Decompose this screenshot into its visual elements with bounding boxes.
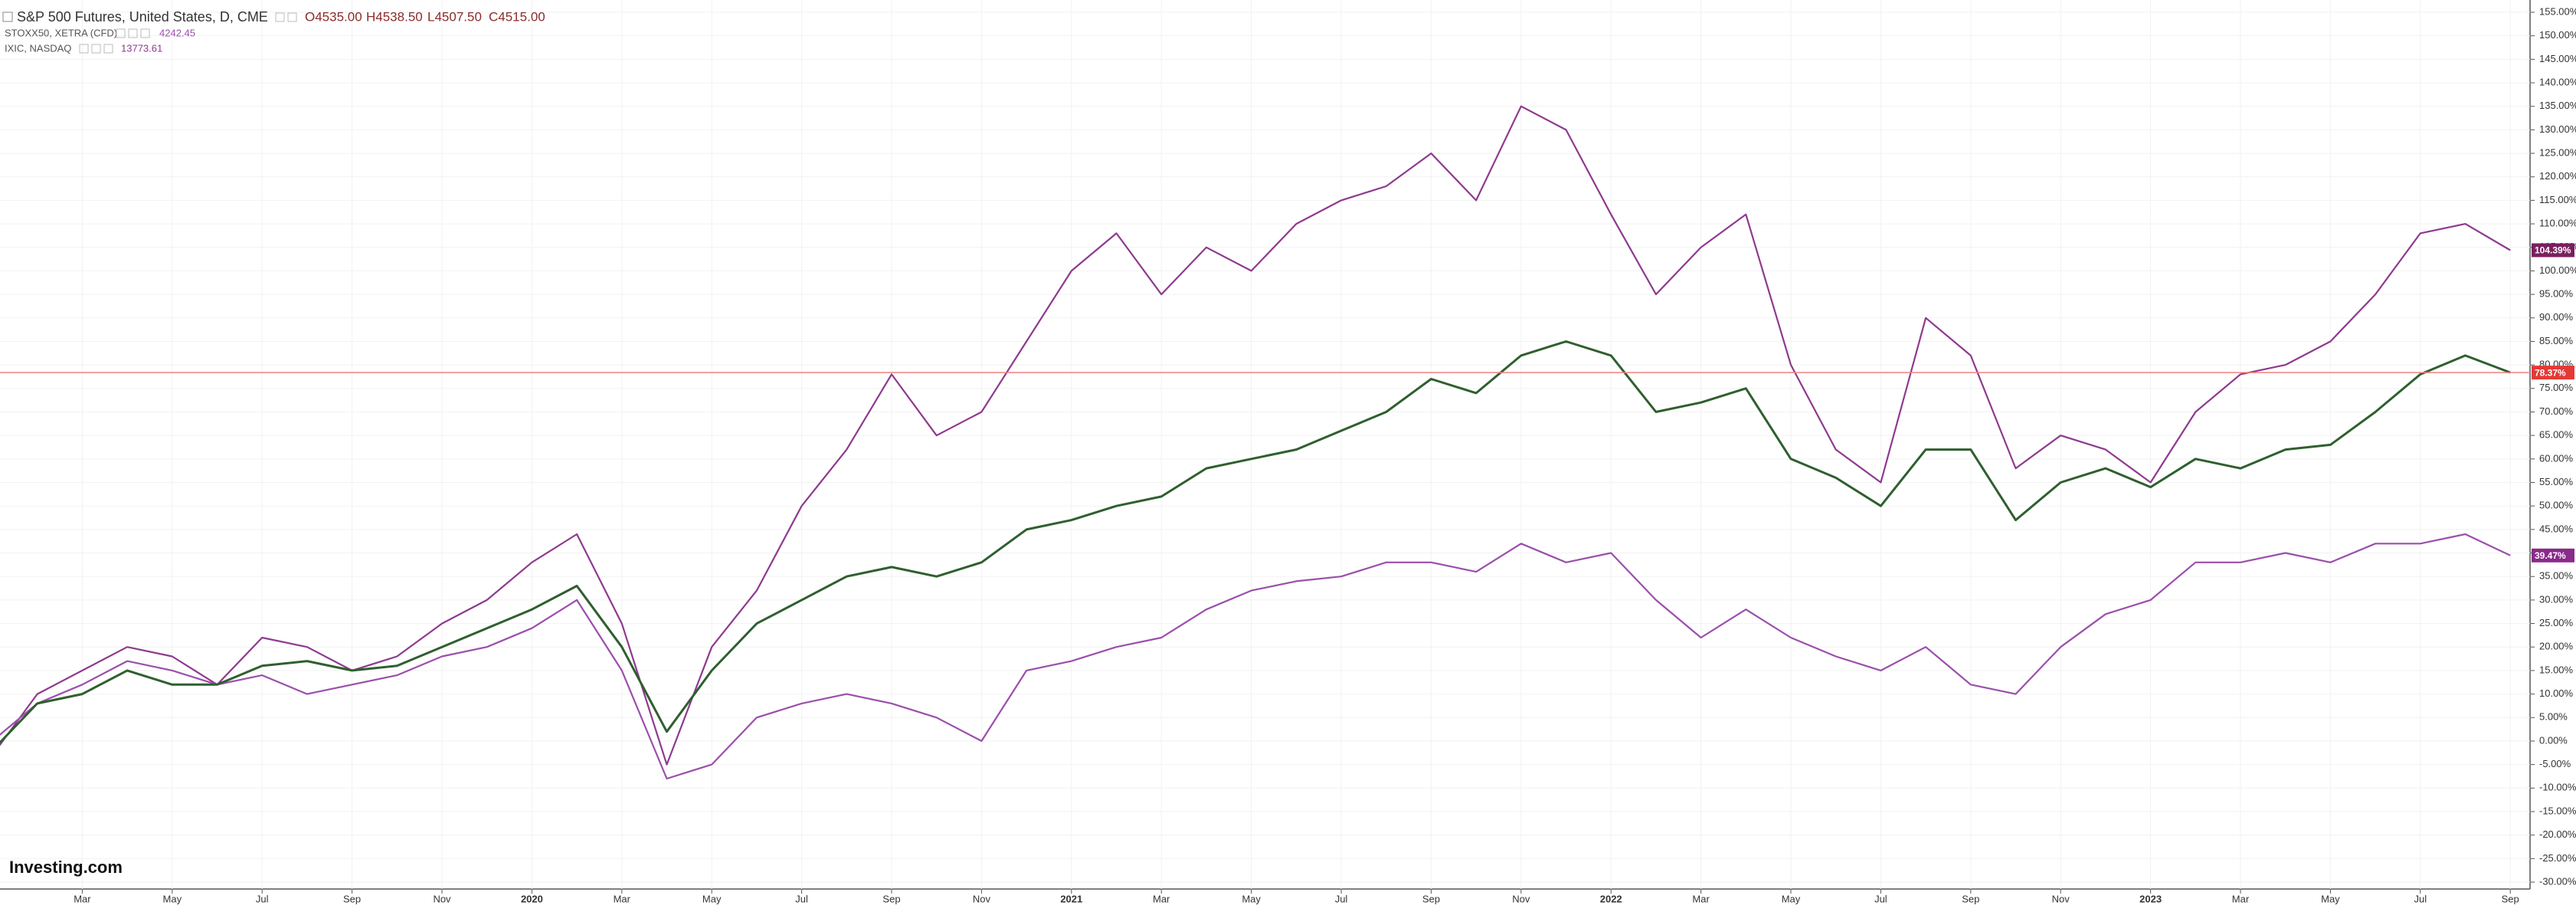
x-tick-label: Mar [1692, 893, 1710, 904]
last-value-label: 78.37% [2535, 367, 2566, 378]
y-tick-label: 100.00% [2539, 264, 2576, 276]
x-tick-label: 2023 [2139, 893, 2162, 904]
y-tick-label: -20.00% [2539, 828, 2576, 840]
x-tick-label: Nov [1512, 893, 1530, 904]
x-tick-label: Jul [256, 893, 269, 904]
x-tick-label: Nov [2052, 893, 2070, 904]
x-tick-label: May [2321, 893, 2340, 904]
legend-price: 4242.45 [159, 27, 195, 38]
x-tick-label: Nov [973, 893, 991, 904]
legend-price: 13773.61 [121, 42, 162, 54]
plot-area [0, 105, 2511, 780]
x-tick-label: May [1782, 893, 1801, 904]
y-tick-label: 70.00% [2539, 405, 2574, 417]
y-tick-label: 150.00% [2539, 29, 2576, 41]
y-tick-label: 30.00% [2539, 593, 2574, 605]
y-tick-label: 15.00% [2539, 664, 2574, 675]
y-tick-label: 45.00% [2539, 523, 2574, 534]
legend-title: S&P 500 Futures, United States, D, CME [17, 9, 268, 25]
legend-icon [116, 28, 126, 38]
y-tick-label: 35.00% [2539, 570, 2574, 582]
ohlc-value: O4535.00 [305, 9, 362, 24]
y-tick-label: 120.00% [2539, 170, 2576, 182]
y-tick-label: 135.00% [2539, 100, 2576, 111]
series-line [0, 533, 2511, 780]
x-tick-label: Sep [343, 893, 361, 904]
x-tick-label: Jul [795, 893, 808, 904]
x-tick-label: Nov [433, 893, 451, 904]
legend-series: STOXX50, XETRA (CFD) [5, 27, 117, 38]
x-tick-label: May [702, 893, 722, 904]
x-tick-label: May [163, 893, 182, 904]
x-tick-label: Jul [1874, 893, 1887, 904]
series-line [0, 340, 2511, 744]
x-tick-label: 2021 [1060, 893, 1082, 904]
ohlc-value: L4507.50 [427, 9, 482, 24]
ohlc-value: C4515.00 [489, 9, 545, 24]
y-tick-label: 90.00% [2539, 311, 2574, 323]
x-tick-label: Mar [2232, 893, 2250, 904]
legend-icon [103, 44, 113, 54]
ohlc-value: H4538.50 [366, 9, 423, 24]
x-tick-label: Sep [1422, 893, 1440, 904]
x-tick-label: 2020 [521, 893, 543, 904]
last-value-badge [2532, 366, 2574, 380]
y-tick-label: 145.00% [2539, 53, 2576, 64]
y-tick-label: 25.00% [2539, 617, 2574, 628]
logo: Investing.com [9, 858, 123, 877]
y-tick-label: -15.00% [2539, 805, 2576, 816]
x-tick-label: Sep [882, 893, 900, 904]
last-value-badge [2532, 548, 2574, 563]
y-tick-label: 155.00% [2539, 5, 2576, 17]
last-value-badge [2532, 243, 2574, 258]
y-tick-label: 115.00% [2539, 194, 2576, 205]
y-tick-label: -30.00% [2539, 875, 2576, 887]
x-tick-label: Jul [2414, 893, 2427, 904]
y-tick-label: 5.00% [2539, 711, 2568, 723]
y-tick-label: 95.00% [2539, 288, 2574, 300]
last-value-label: 39.47% [2535, 550, 2566, 561]
legend-icon [128, 28, 138, 38]
y-tick-label: 110.00% [2539, 218, 2576, 229]
series-line [0, 105, 2511, 766]
y-tick-label: 125.00% [2539, 146, 2576, 158]
x-tick-label: Sep [1962, 893, 1979, 904]
y-tick-label: 65.00% [2539, 429, 2574, 441]
x-tick-label: 2022 [1600, 893, 1622, 904]
legend-icon [275, 12, 285, 22]
y-tick-label: -5.00% [2539, 758, 2571, 769]
legend-series: IXIC, NASDAQ [5, 42, 71, 54]
x-tick-label: Mar [74, 893, 91, 904]
last-value-label: 104.39% [2535, 245, 2571, 256]
y-tick-label: -25.00% [2539, 852, 2576, 864]
x-tick-label: May [1242, 893, 1261, 904]
y-tick-label: 0.00% [2539, 734, 2568, 746]
y-tick-label: 130.00% [2539, 123, 2576, 135]
y-tick-label: 140.00% [2539, 76, 2576, 87]
x-tick-label: Sep [2502, 893, 2519, 904]
y-tick-label: 10.00% [2539, 687, 2574, 699]
y-tick-label: 75.00% [2539, 382, 2574, 393]
y-tick-label: 85.00% [2539, 335, 2574, 346]
collapse-icon [2, 11, 13, 22]
legend-icon [287, 12, 297, 22]
legend-icon [140, 28, 150, 38]
x-tick-label: Mar [614, 893, 631, 904]
x-tick-label: Jul [1335, 893, 1348, 904]
y-tick-label: -10.00% [2539, 782, 2576, 793]
x-tick-label: Mar [1153, 893, 1170, 904]
legend-icon [91, 44, 101, 54]
legend-icon [79, 44, 89, 54]
y-tick-label: 50.00% [2539, 500, 2574, 511]
y-tick-label: 20.00% [2539, 641, 2574, 652]
y-tick-label: 55.00% [2539, 476, 2574, 487]
y-tick-label: 60.00% [2539, 452, 2574, 464]
